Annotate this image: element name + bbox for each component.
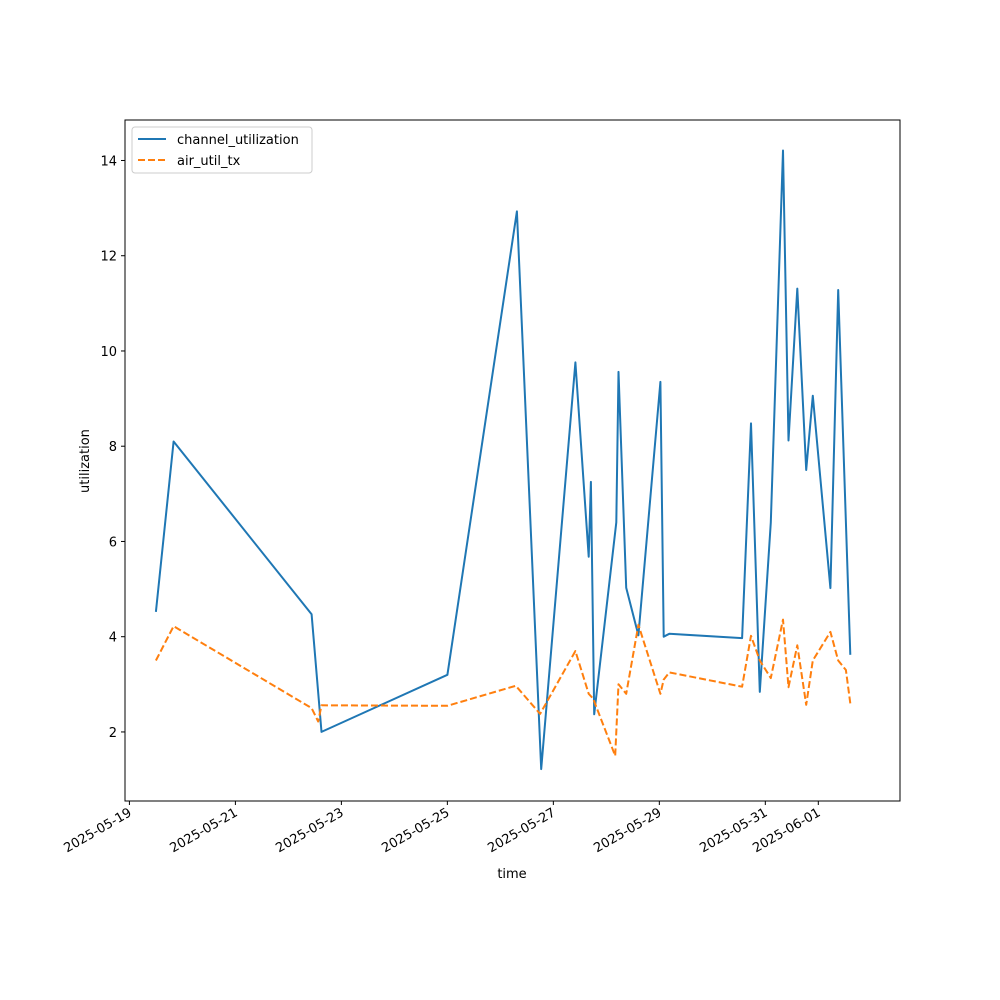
- plot-lines: [154, 149, 852, 771]
- x-tick-label: 2025-05-25: [379, 805, 452, 856]
- y-axis: 2 4 6 8 10 12 14: [100, 154, 125, 741]
- x-tick-label: 2025-05-29: [591, 805, 664, 856]
- x-axis-title: time: [497, 867, 526, 882]
- y-axis-title: utilization: [78, 429, 93, 493]
- x-axis: 2025-05-19 2025-05-21 2025-05-23 2025-05-25…: [61, 801, 823, 856]
- y-tick-label: 12: [100, 250, 117, 265]
- legend-label-air-util-tx: air_util_tx: [177, 154, 241, 169]
- y-tick-label: 6: [109, 535, 117, 550]
- series-line-air-util-tx: [155, 618, 852, 757]
- legend-box: [131, 126, 313, 174]
- x-tick-label: 2025-05-23: [273, 805, 346, 856]
- series-line-channel-utilization: [154, 149, 852, 771]
- legend-label-channel-utilization: channel_utilization: [177, 133, 299, 148]
- y-tick-label: 10: [100, 345, 117, 360]
- x-tick-label: 2025-05-19: [61, 805, 134, 856]
- x-tick-label: 2025-05-27: [485, 805, 558, 856]
- plot-frame: [124, 119, 901, 802]
- y-tick-label: 4: [109, 631, 117, 646]
- y-tick-label: 8: [109, 440, 117, 455]
- legend: channel_utilization air_util_tx: [131, 126, 313, 174]
- y-tick-label: 14: [100, 154, 117, 169]
- y-tick-label: 2: [109, 726, 117, 741]
- x-tick-label: 2025-05-21: [167, 805, 240, 856]
